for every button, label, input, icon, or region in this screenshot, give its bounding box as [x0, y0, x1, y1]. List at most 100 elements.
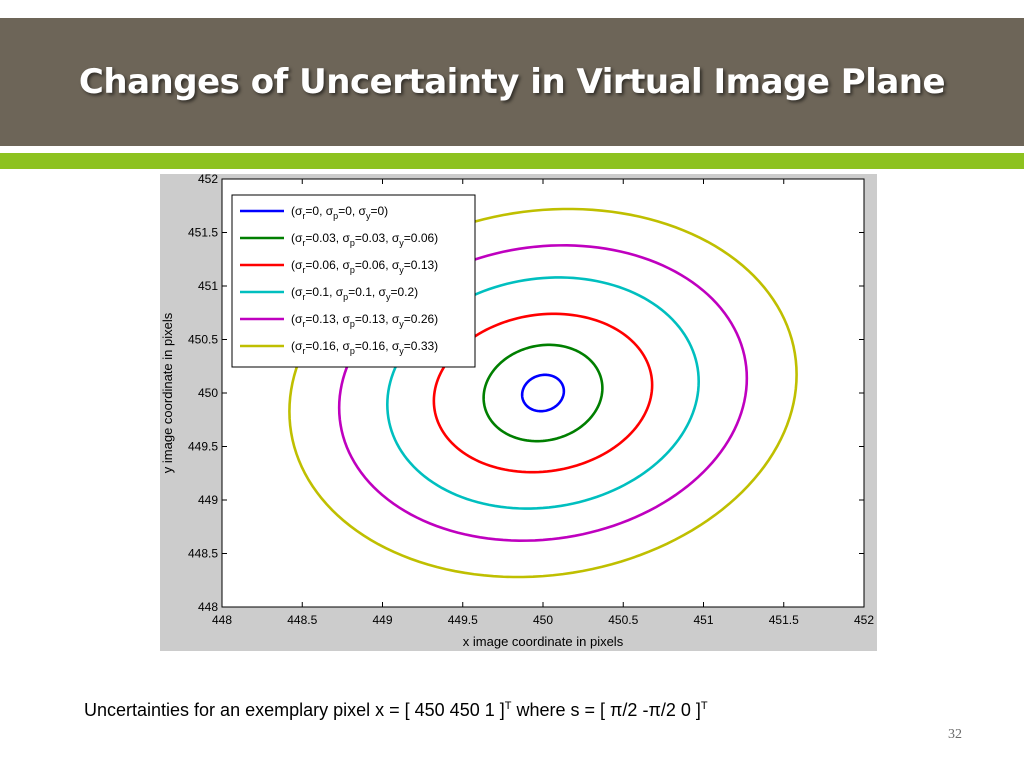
legend-text: ( [291, 231, 295, 245]
legend-text: σ [295, 312, 303, 326]
x-tick-label: 448.5 [287, 613, 317, 627]
x-tick-label: 451.5 [769, 613, 799, 627]
legend-text: σ [392, 339, 400, 353]
legend-text: σ [295, 339, 303, 353]
legend-text: σ [342, 339, 350, 353]
legend-text: σ [392, 312, 400, 326]
y-tick-label: 450.5 [188, 333, 218, 347]
legend-text: σ [342, 231, 350, 245]
legend-subscript: p [350, 346, 355, 356]
ellipse-series-4 [386, 276, 700, 510]
legend-subscript: r [302, 319, 305, 329]
legend-entry: (σr=0.16, σp=0.16, σy=0.33) [291, 339, 438, 356]
legend-text: =0.03, [305, 231, 342, 245]
y-tick-label: 449.5 [188, 440, 218, 454]
legend: (σr=0, σp=0, σy=0)(σr=0.03, σp=0.03, σy=… [231, 194, 476, 368]
x-tick-label: 448 [212, 613, 232, 627]
page-number: 32 [948, 727, 962, 742]
ellipse-series-3 [432, 312, 654, 474]
legend-text: =0.13, [355, 312, 392, 326]
legend-text: =0) [370, 204, 388, 218]
legend-text: =0.16, [355, 339, 392, 353]
legend-text: ( [291, 285, 295, 299]
ellipse-series-1 [520, 373, 566, 413]
legend-text: =0.13) [404, 258, 438, 272]
y-tick-label: 451.5 [188, 226, 218, 240]
legend-subscript: p [350, 238, 355, 248]
legend-text: =0.06) [404, 231, 438, 245]
legend-text: σ [359, 204, 367, 218]
ellipse-series-6 [288, 207, 798, 579]
legend-text: =0.2) [390, 285, 418, 299]
legend-text: σ [295, 285, 303, 299]
legend-text: =0, [305, 204, 325, 218]
x-tick-label: 450.5 [608, 613, 638, 627]
legend-text: ( [291, 258, 295, 272]
x-axis-label: x image coordinate in pixels [463, 634, 624, 649]
slide-title: Changes of Uncertainty in Virtual Image … [78, 62, 946, 102]
slide-caption: Uncertainties for an exemplary pixel x =… [84, 700, 944, 721]
legend-entry: (σr=0.13, σp=0.13, σy=0.26) [291, 312, 438, 329]
x-tick-label: 449.5 [448, 613, 478, 627]
legend-text: σ [379, 285, 387, 299]
legend-text: σ [342, 312, 350, 326]
legend-entry: (σr=0, σp=0, σy=0) [291, 204, 388, 221]
y-axis-label: y image coordinate in pixels [160, 312, 175, 473]
ellipse-series [288, 207, 798, 579]
legend-text: =0.06, [305, 258, 342, 272]
legend-text: =0.03, [355, 231, 392, 245]
y-tick-label: 451 [198, 279, 218, 293]
caption-transpose-1: T [504, 700, 512, 712]
legend-subscript: r [302, 211, 305, 221]
legend-box [231, 194, 476, 368]
legend-subscript: y [399, 319, 404, 329]
legend-text: σ [392, 258, 400, 272]
y-tick-label: 448 [198, 600, 218, 614]
caption-main: Uncertainties for an exemplary pixel x =… [84, 700, 505, 720]
axis-ticks: 448 448.5 449 449.5 450 450.5 451 451.5 452 448 44… [188, 172, 874, 627]
x-tick-label: 450 [533, 613, 553, 627]
legend-text: =0.1, [305, 285, 335, 299]
legend-text: ( [291, 312, 295, 326]
legend-subscript: r [302, 346, 305, 356]
x-tick-label: 452 [854, 613, 874, 627]
legend-subscript: r [302, 238, 305, 248]
legend-subscript: p [350, 319, 355, 329]
legend-text: ( [291, 204, 295, 218]
legend-text: =0.1, [348, 285, 378, 299]
legend-text: σ [326, 204, 334, 218]
legend-text: σ [295, 204, 303, 218]
legend-subscript: r [302, 265, 305, 275]
ellipse-series-5 [337, 244, 749, 542]
x-tick-label: 451 [693, 613, 713, 627]
legend-subscript: y [386, 292, 391, 302]
legend-subscript: y [399, 346, 404, 356]
ellipse-chart-figure: 448 448.5 449 449.5 450 450.5 451 451.5 452 448 44… [160, 172, 877, 651]
legend-subscript: y [366, 211, 371, 221]
y-tick-label: 450 [198, 386, 218, 400]
y-tick-label: 448.5 [188, 547, 218, 561]
legend-text: =0.26) [404, 312, 438, 326]
legend-entry: (σr=0.03, σp=0.03, σy=0.06) [291, 231, 438, 248]
caption-mid: where s = [ π/2 -π/2 0 ] [511, 700, 701, 720]
legend-text: =0, [338, 204, 358, 218]
legend-entry: (σr=0.06, σp=0.06, σy=0.13) [291, 258, 438, 275]
y-tick-label: 452 [198, 174, 218, 186]
legend-text: σ [295, 258, 303, 272]
legend-subscript: y [399, 265, 404, 275]
legend-subscript: p [350, 265, 355, 275]
x-tick-label: 449 [372, 613, 392, 627]
ellipse-series-2 [482, 343, 604, 443]
ellipse-chart: 448 448.5 449 449.5 450 450.5 451 451.5 452 448 44… [160, 172, 877, 651]
caption-transpose-2: T [700, 700, 708, 712]
legend-subscript: p [333, 211, 338, 221]
legend-entry: (σr=0.1, σp=0.1, σy=0.2) [291, 285, 418, 302]
legend-text: σ [392, 231, 400, 245]
legend-text: =0.16, [305, 339, 342, 353]
legend-text: =0.06, [355, 258, 392, 272]
y-tick-label: 449 [198, 493, 218, 507]
title-bar: Changes of Uncertainty in Virtual Image … [0, 18, 1024, 146]
legend-text: ( [291, 339, 295, 353]
legend-text: σ [336, 285, 344, 299]
accent-bar [0, 153, 1024, 169]
